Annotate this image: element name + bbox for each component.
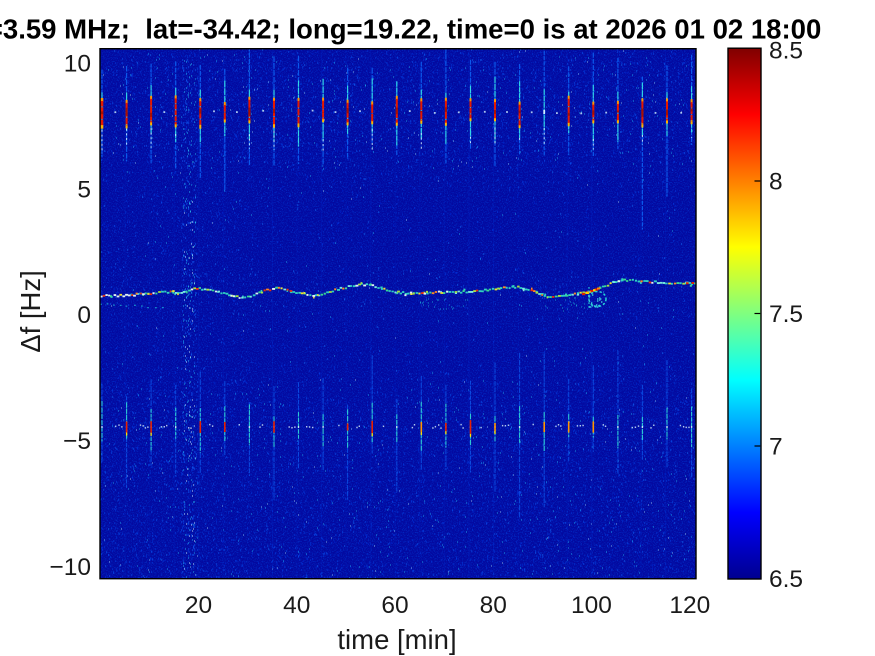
svg-text:−5: −5 — [63, 428, 91, 455]
svg-text:8.5: 8.5 — [769, 37, 803, 64]
svg-text:6.5: 6.5 — [769, 566, 803, 593]
svg-text:120: 120 — [669, 592, 710, 619]
svg-text:5: 5 — [77, 176, 91, 203]
svg-text:10: 10 — [64, 51, 91, 78]
svg-text:f=3.59 MHz; lat=-34.42; long=: f=3.59 MHz; lat=-34.42; long=19.22, time… — [0, 14, 821, 45]
svg-text:40: 40 — [283, 592, 310, 619]
svg-text:Δf [Hz]: Δf [Hz] — [15, 270, 46, 353]
svg-text:20: 20 — [185, 592, 212, 619]
svg-text:60: 60 — [381, 592, 408, 619]
svg-text:0: 0 — [77, 302, 91, 329]
svg-text:7.5: 7.5 — [769, 301, 803, 328]
svg-text:100: 100 — [571, 592, 612, 619]
svg-text:time [min]: time [min] — [337, 624, 456, 655]
svg-text:−10: −10 — [49, 554, 91, 581]
svg-text:80: 80 — [480, 592, 507, 619]
svg-text:7: 7 — [769, 433, 783, 460]
svg-text:8: 8 — [769, 168, 783, 195]
